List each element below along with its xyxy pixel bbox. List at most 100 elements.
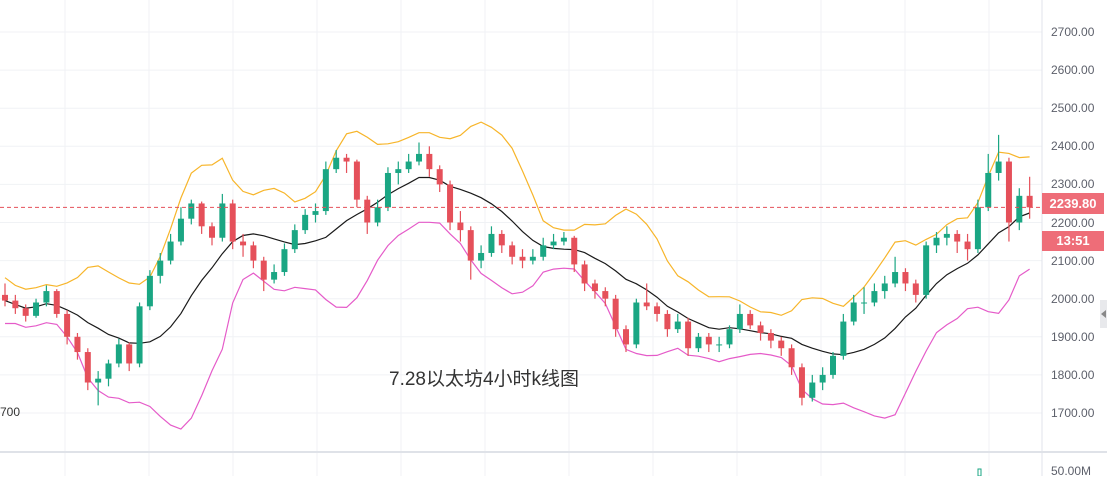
candle-body bbox=[798, 367, 805, 398]
left-axis-label: 700 bbox=[0, 405, 21, 419]
chart-title: 7.28以太坊4小时k线图 bbox=[389, 369, 580, 390]
candle-body bbox=[478, 252, 485, 261]
candle-body bbox=[2, 294, 8, 301]
candle-body bbox=[1026, 195, 1033, 208]
candle-body bbox=[95, 378, 102, 383]
candle-body bbox=[53, 291, 60, 314]
y-tick-label: 1700.00 bbox=[1051, 406, 1095, 420]
candle-body bbox=[788, 348, 795, 368]
y-tick-label: 2000.00 bbox=[1051, 291, 1095, 306]
bar-countdown: 13:51 bbox=[1042, 231, 1104, 251]
candle-body bbox=[74, 336, 81, 353]
candle-body bbox=[912, 283, 919, 295]
y-tick-label: 2600.00 bbox=[1051, 63, 1095, 78]
candle-body bbox=[22, 308, 29, 316]
candle-body bbox=[840, 321, 847, 356]
y-tick-label: 2300.00 bbox=[1051, 177, 1095, 192]
candle-body bbox=[271, 272, 278, 280]
candle-body bbox=[364, 199, 371, 223]
candle-body bbox=[819, 374, 826, 383]
candle-body bbox=[250, 245, 257, 261]
collapse-handle-icon[interactable] bbox=[1100, 300, 1107, 328]
candle-body bbox=[416, 153, 422, 162]
y-tick-label: 1800.00 bbox=[1051, 367, 1095, 382]
y-tick-label: 1900.00 bbox=[1051, 329, 1095, 344]
candle-body bbox=[84, 352, 91, 383]
candle-body bbox=[146, 275, 153, 307]
candle-body bbox=[177, 218, 184, 242]
candle-body bbox=[405, 161, 412, 170]
candle-body bbox=[136, 306, 143, 364]
candle-body bbox=[892, 272, 899, 284]
candle-body bbox=[188, 203, 195, 219]
candle-body bbox=[560, 237, 567, 242]
candle-body bbox=[633, 302, 640, 345]
y-tick-label: 2200.00 bbox=[1051, 215, 1095, 230]
candle-body bbox=[291, 230, 298, 250]
candle-body bbox=[105, 363, 112, 379]
candle-body bbox=[509, 245, 516, 257]
candle-body bbox=[747, 313, 754, 326]
candle-body bbox=[395, 169, 402, 173]
candle-body bbox=[1005, 161, 1012, 223]
y-tick-label: 2500.00 bbox=[1051, 101, 1095, 116]
candle-body bbox=[260, 260, 267, 280]
candle-body bbox=[33, 302, 40, 316]
candle-body bbox=[333, 157, 340, 170]
candle-body bbox=[923, 245, 930, 295]
candle-body bbox=[229, 203, 236, 242]
candle-body bbox=[167, 241, 174, 261]
y-tick-label: 2700.00 bbox=[1051, 25, 1095, 39]
candle-body bbox=[1016, 195, 1023, 223]
candle-body bbox=[209, 226, 215, 238]
candle-body bbox=[447, 184, 454, 223]
candle-body bbox=[126, 344, 133, 364]
candle-body bbox=[519, 256, 526, 261]
candle-body bbox=[302, 214, 309, 231]
candle-body bbox=[943, 233, 950, 238]
candle-body bbox=[757, 325, 764, 333]
candle-body bbox=[43, 291, 50, 303]
candle-body bbox=[550, 241, 557, 246]
candle-body bbox=[498, 233, 505, 246]
grid bbox=[0, 0, 1042, 476]
candle-body bbox=[954, 233, 961, 242]
candle-body bbox=[881, 283, 888, 292]
candle-body bbox=[115, 344, 122, 364]
candle-body bbox=[571, 237, 578, 265]
candle-body bbox=[436, 169, 443, 185]
middle-band-line bbox=[4, 176, 1030, 356]
candle-body bbox=[902, 272, 909, 284]
candle-body bbox=[343, 157, 350, 162]
candle-body bbox=[488, 233, 495, 253]
candle-body bbox=[871, 291, 878, 303]
candle-body bbox=[198, 203, 205, 227]
upper-band-line bbox=[4, 121, 1030, 316]
candle-body bbox=[778, 340, 785, 349]
candle-body bbox=[12, 300, 19, 309]
candle-body bbox=[353, 161, 360, 200]
candle-body bbox=[457, 222, 464, 231]
candle-body bbox=[974, 207, 981, 250]
candle-body bbox=[219, 203, 226, 238]
candle-body bbox=[467, 230, 474, 261]
candle-body bbox=[612, 298, 619, 330]
candle-body bbox=[830, 355, 836, 375]
candle-body bbox=[695, 336, 702, 349]
candle-body bbox=[322, 169, 329, 212]
lower-band-line bbox=[5, 221, 1030, 430]
candle-body bbox=[985, 172, 992, 208]
candle-body bbox=[591, 283, 598, 292]
candle-body bbox=[809, 382, 816, 398]
candle-body bbox=[664, 313, 671, 330]
candle-body bbox=[685, 321, 692, 349]
candle-body bbox=[426, 153, 433, 170]
candle-body bbox=[654, 306, 661, 314]
candle-body bbox=[157, 260, 164, 276]
candle-body bbox=[643, 302, 650, 307]
candle-body bbox=[602, 291, 609, 299]
candle-body bbox=[850, 302, 857, 322]
candle-body bbox=[581, 264, 588, 284]
candle-body bbox=[736, 313, 743, 330]
